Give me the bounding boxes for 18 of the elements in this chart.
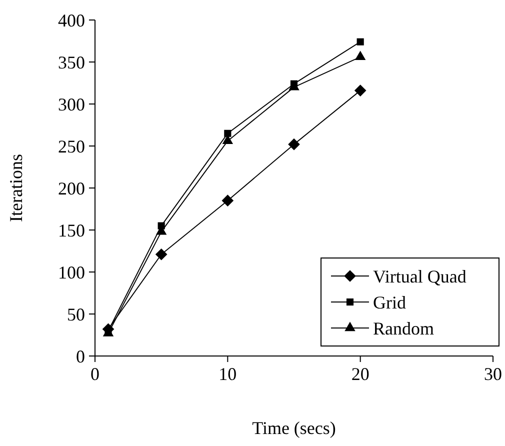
- y-tick-label: 250: [58, 136, 85, 156]
- y-tick-label: 50: [67, 304, 85, 324]
- y-tick-label: 100: [58, 262, 85, 282]
- x-tick-label: 10: [218, 364, 237, 384]
- x-tick-label: 30: [484, 364, 502, 384]
- legend-label: Random: [373, 318, 434, 338]
- y-tick-label: 300: [58, 94, 85, 114]
- y-tick-label: 150: [58, 220, 85, 240]
- y-tick-label: 0: [76, 346, 85, 366]
- y-tick-label: 200: [58, 178, 85, 198]
- x-tick-label: 0: [90, 364, 100, 384]
- y-tick-label: 350: [58, 52, 85, 72]
- legend-label: Virtual Quad: [373, 266, 466, 286]
- legend-label: Grid: [373, 292, 406, 312]
- x-tick-label: 20: [351, 364, 370, 384]
- y-axis-title: Iterations: [6, 154, 26, 222]
- x-axis-title: Time (secs): [252, 418, 336, 438]
- y-tick-label: 400: [58, 10, 85, 30]
